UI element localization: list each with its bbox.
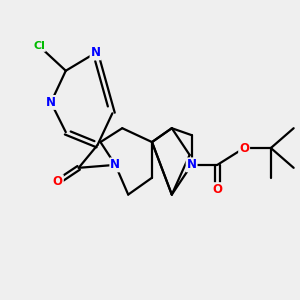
Text: O: O [212,183,222,196]
Text: Cl: Cl [33,41,45,51]
Text: O: O [239,142,249,154]
Text: N: N [46,96,56,109]
Text: O: O [53,175,63,188]
Text: N: N [91,46,100,59]
Text: N: N [187,158,196,171]
Text: N: N [110,158,120,171]
